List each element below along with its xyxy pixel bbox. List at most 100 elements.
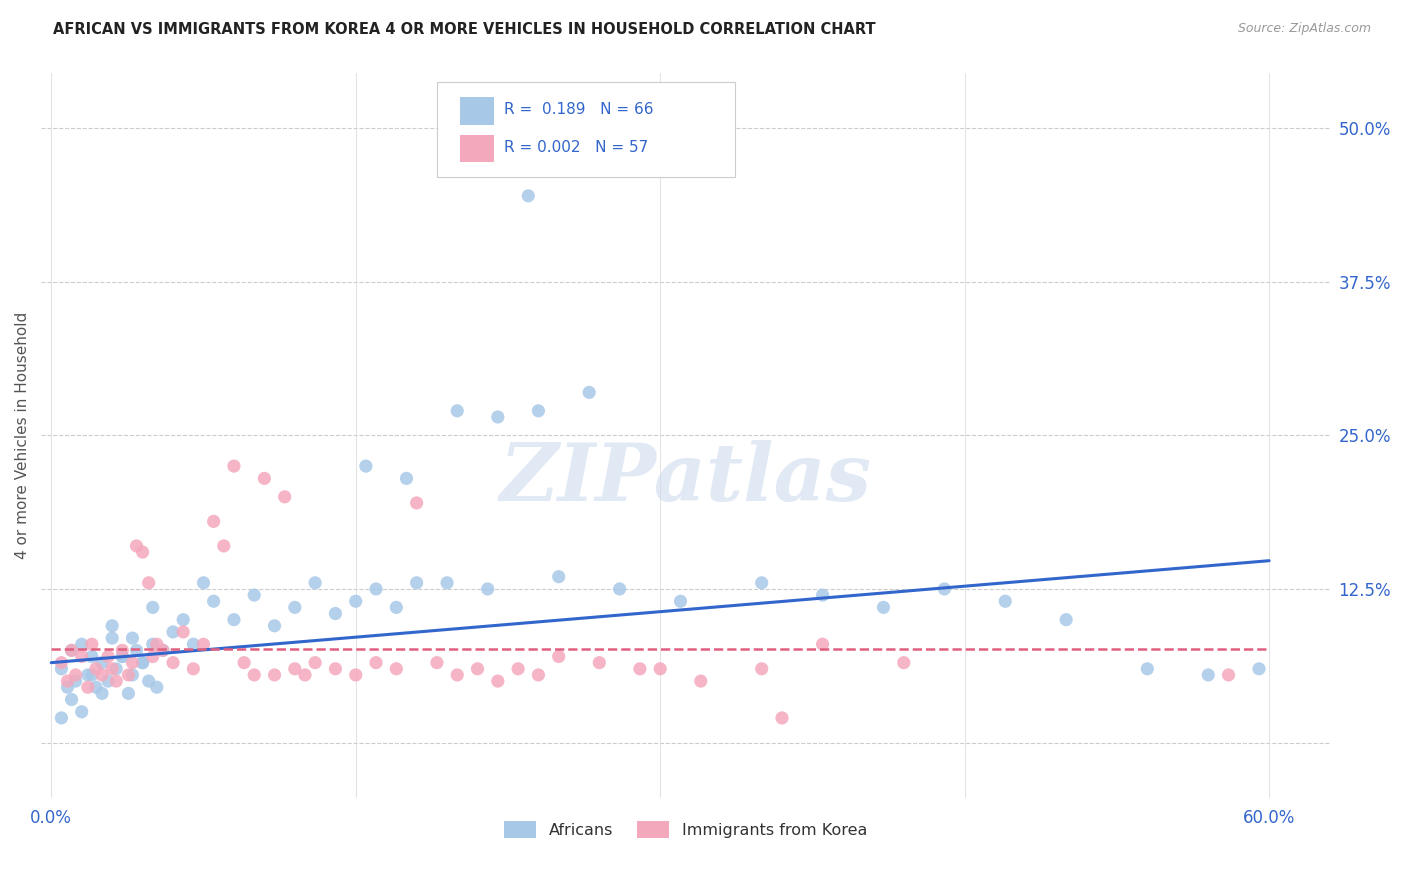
Point — [111, 649, 134, 664]
Point — [91, 668, 114, 682]
Point — [70, 637, 93, 651]
Point — [65, 674, 87, 689]
Point — [304, 575, 326, 590]
Point — [138, 674, 160, 689]
Point — [426, 656, 449, 670]
Point — [253, 471, 276, 485]
Point — [872, 600, 894, 615]
Point — [138, 575, 160, 590]
Point — [51, 656, 73, 670]
Point — [146, 637, 169, 651]
Point — [405, 496, 427, 510]
Point — [193, 575, 215, 590]
Point — [172, 624, 194, 639]
Text: R = 0.002   N = 57: R = 0.002 N = 57 — [503, 140, 648, 155]
Point — [152, 643, 174, 657]
FancyBboxPatch shape — [437, 82, 734, 177]
Point — [1197, 668, 1219, 682]
Point — [547, 649, 569, 664]
Point — [508, 662, 530, 676]
Point — [202, 515, 225, 529]
Point — [477, 582, 499, 596]
Point — [578, 385, 600, 400]
Legend: Africans, Immigrants from Korea: Africans, Immigrants from Korea — [498, 814, 873, 844]
FancyBboxPatch shape — [460, 135, 494, 162]
Point — [80, 649, 103, 664]
Point — [183, 662, 205, 676]
Point — [101, 631, 124, 645]
Point — [1054, 613, 1077, 627]
Point — [284, 600, 307, 615]
Point — [385, 600, 408, 615]
Point — [273, 490, 295, 504]
Point — [325, 662, 347, 676]
Point — [70, 705, 93, 719]
Point — [395, 471, 418, 485]
Point — [344, 668, 367, 682]
Point — [84, 680, 107, 694]
Point — [517, 189, 540, 203]
Point — [609, 582, 631, 596]
Point — [142, 600, 165, 615]
Point — [811, 588, 834, 602]
Point — [121, 668, 143, 682]
Point — [60, 643, 83, 657]
Point — [243, 588, 266, 602]
Point — [101, 662, 124, 676]
Point — [446, 668, 468, 682]
Point — [212, 539, 235, 553]
Point — [183, 637, 205, 651]
Point — [152, 643, 174, 657]
Point — [111, 643, 134, 657]
Point — [527, 404, 550, 418]
Point — [117, 668, 139, 682]
Point — [354, 459, 377, 474]
Point — [263, 619, 285, 633]
Point — [125, 643, 148, 657]
Point — [91, 686, 114, 700]
Point — [56, 680, 79, 694]
Point — [547, 569, 569, 583]
Y-axis label: 4 or more Vehicles in Household: 4 or more Vehicles in Household — [15, 312, 30, 559]
Point — [162, 656, 184, 670]
Point — [222, 459, 245, 474]
Point — [65, 668, 87, 682]
Point — [588, 656, 610, 670]
Point — [172, 613, 194, 627]
Point — [650, 662, 672, 676]
Point — [222, 613, 245, 627]
Point — [689, 674, 711, 689]
Point — [51, 711, 73, 725]
Point — [202, 594, 225, 608]
Point — [1247, 662, 1270, 676]
Point — [628, 662, 651, 676]
Point — [811, 637, 834, 651]
Text: ZIPatlas: ZIPatlas — [499, 440, 872, 517]
Point — [1218, 668, 1240, 682]
FancyBboxPatch shape — [460, 97, 494, 125]
Point — [80, 637, 103, 651]
Point — [893, 656, 915, 670]
Point — [467, 662, 489, 676]
Point — [446, 404, 468, 418]
Point — [364, 582, 387, 596]
Point — [131, 656, 153, 670]
Point — [751, 662, 773, 676]
Point — [142, 637, 165, 651]
Point — [91, 656, 114, 670]
Point — [131, 656, 153, 670]
Point — [385, 662, 408, 676]
Text: R =  0.189   N = 66: R = 0.189 N = 66 — [503, 103, 654, 118]
Point — [527, 668, 550, 682]
Point — [263, 668, 285, 682]
Point — [97, 674, 120, 689]
Point — [751, 575, 773, 590]
Point — [486, 674, 509, 689]
Point — [121, 656, 143, 670]
Point — [364, 656, 387, 670]
Point — [80, 668, 103, 682]
Point — [105, 674, 128, 689]
Point — [436, 575, 458, 590]
Point — [344, 594, 367, 608]
Point — [162, 624, 184, 639]
